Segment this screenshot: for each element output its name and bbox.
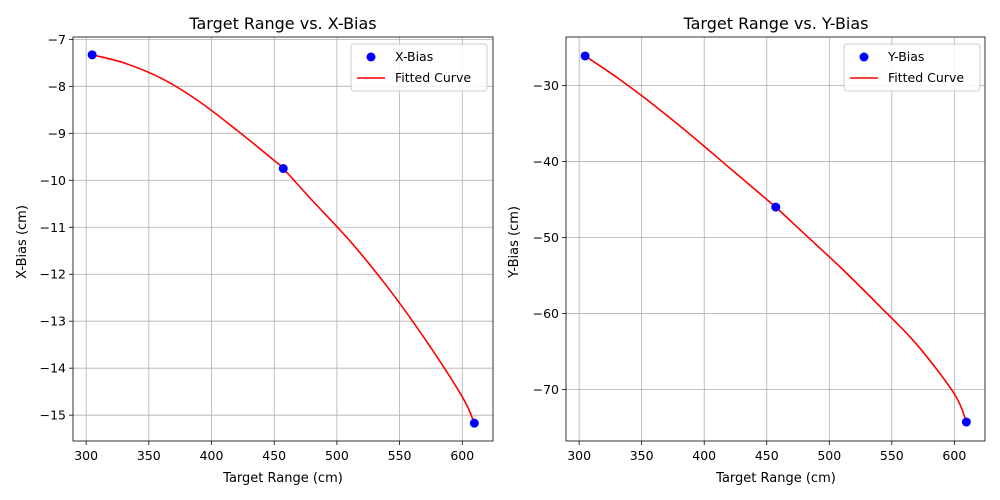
chart-x-bias: Target Range vs. X-Bias Target Range (cm…	[15, 14, 494, 486]
y-tick-label: −8	[48, 79, 66, 94]
x-tick-label: 450	[262, 448, 286, 463]
y-tick-label: −50	[533, 230, 559, 245]
y-tick-label: −30	[533, 78, 559, 93]
data-point	[961, 417, 971, 427]
x-tick-label: 450	[755, 448, 779, 463]
legend-marker-y-bias	[859, 52, 869, 62]
x-tick-label: 400	[200, 448, 224, 463]
y-axis-label: X-Bias (cm)	[15, 205, 30, 279]
data-point	[771, 202, 781, 212]
y-tick-label: −12	[40, 267, 66, 282]
x-axis-label: Target Range (cm)	[222, 471, 343, 486]
x-tick-label: 350	[630, 448, 654, 463]
chart-title: Target Range vs. Y-Bias	[683, 14, 869, 33]
x-tick-label: 300	[74, 448, 98, 463]
data-point	[278, 164, 288, 174]
y-tick-label: −7	[48, 32, 66, 47]
legend-label-fitted-curve: Fitted Curve	[888, 70, 964, 85]
chart-title: Target Range vs. X-Bias	[188, 14, 376, 33]
data-point	[469, 418, 479, 428]
data-point	[580, 51, 590, 61]
legend-label-fitted-curve: Fitted Curve	[395, 70, 471, 85]
chart-y-bias: Target Range vs. Y-Bias Target Range (cm…	[507, 14, 986, 486]
legend-marker-x-bias	[366, 52, 376, 62]
x-tick-label: 500	[817, 448, 841, 463]
y-tick-label: −14	[40, 361, 66, 376]
legend-box	[843, 43, 981, 92]
x-tick-label: 600	[942, 448, 966, 463]
x-tick-label: 500	[325, 448, 349, 463]
axes-frame	[72, 36, 494, 442]
y-tick-label: −11	[40, 220, 66, 235]
x-tick-label: 600	[450, 448, 474, 463]
y-tick-label: −10	[40, 173, 66, 188]
legend-box	[350, 43, 488, 92]
plot-area: 300 350 400 450 500 550 600 −70 −60 −50 −40 −30	[533, 36, 986, 463]
x-tick-label: 550	[388, 448, 412, 463]
x-tick-label: 350	[137, 448, 161, 463]
y-tick-label: −40	[533, 154, 559, 169]
legend: Y-Bias Fitted Curve	[843, 43, 981, 92]
data-point	[87, 50, 97, 60]
axes-frame	[565, 36, 986, 442]
y-axis-label: Y-Bias (cm)	[507, 206, 522, 279]
y-tick-label: −13	[40, 314, 66, 329]
y-tick-label: −70	[533, 382, 559, 397]
x-tick-label: 300	[567, 448, 591, 463]
y-tick-label: −15	[40, 408, 66, 423]
x-tick-label: 550	[880, 448, 904, 463]
legend-label-x-bias: X-Bias	[395, 49, 433, 64]
legend-label-y-bias: Y-Bias	[887, 49, 924, 64]
y-tick-label: −60	[533, 306, 559, 321]
legend: X-Bias Fitted Curve	[350, 43, 488, 92]
x-axis-label: Target Range (cm)	[715, 471, 836, 486]
y-tick-label: −9	[48, 126, 66, 141]
x-tick-label: 400	[692, 448, 716, 463]
